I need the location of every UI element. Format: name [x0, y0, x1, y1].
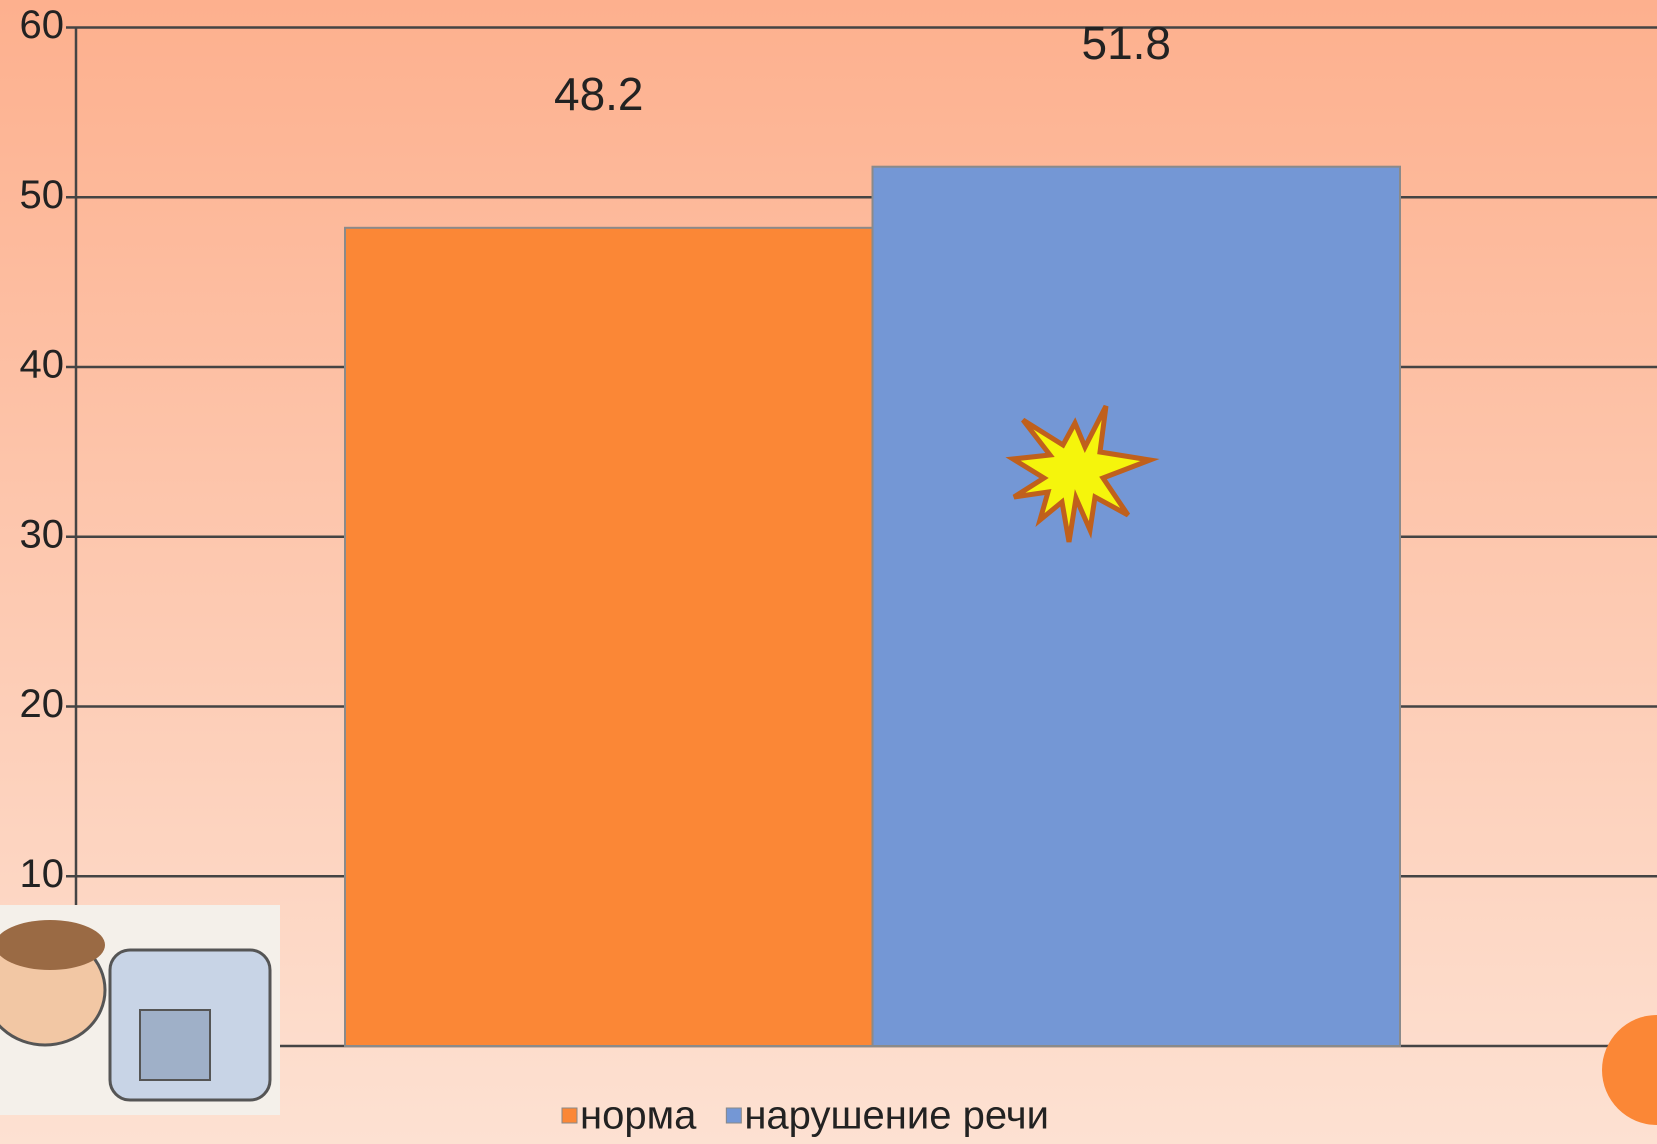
value-label: 48.2: [554, 68, 644, 120]
y-tick-label: 10: [20, 852, 65, 896]
y-tick-label: 20: [20, 682, 65, 726]
y-tick-label: 50: [20, 173, 65, 217]
corner-decoration: [1602, 1015, 1657, 1125]
legend: норма нарушение речи: [561, 1094, 1049, 1138]
cartoon-decoration: [0, 905, 280, 1115]
bar: [344, 226, 874, 1047]
y-tick-label: 30: [20, 512, 65, 556]
bar: [871, 165, 1401, 1047]
value-label: 51.8: [1081, 17, 1171, 69]
y-tick-label: 40: [20, 343, 65, 387]
legend-label: норма: [580, 1094, 697, 1138]
y-tick-label: 60: [20, 3, 65, 47]
legend-swatch: [561, 1107, 578, 1124]
star-decoration: [1005, 404, 1160, 543]
legend-label: нарушение речи: [744, 1094, 1049, 1138]
legend-swatch: [725, 1107, 742, 1124]
